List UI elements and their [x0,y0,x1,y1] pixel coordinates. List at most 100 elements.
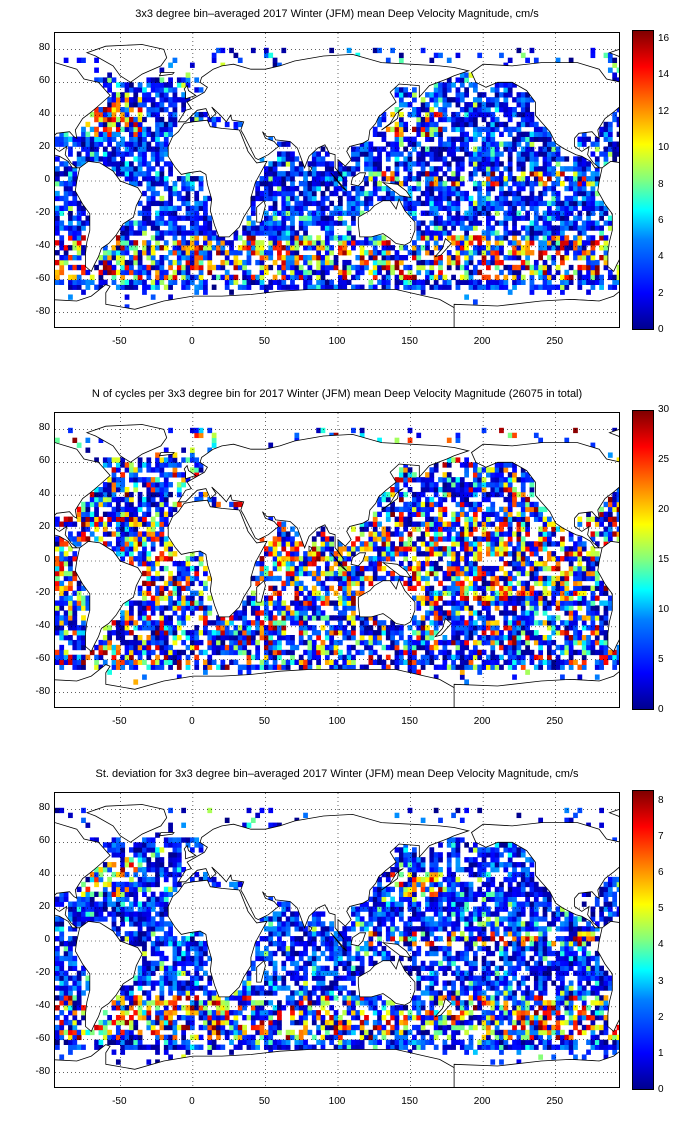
data-cell [133,511,139,517]
data-cell [194,625,200,631]
data-cell [242,644,247,651]
data-cell [163,644,169,651]
data-cell [294,269,300,276]
data-cell [189,185,195,192]
data-cell [281,605,287,611]
data-cell [324,600,330,606]
data-cell [311,654,317,661]
data-cell [529,284,535,290]
data-cell [98,279,104,285]
data-cell [359,531,365,537]
data-cell [472,166,478,172]
data-cell [507,200,513,207]
data-cell [324,166,330,172]
data-cell [303,600,308,606]
data-cell [490,121,496,128]
data-cell [168,649,173,656]
data-cell [398,546,404,552]
data-cell [603,136,609,142]
data-cell [290,259,295,266]
data-cell [203,220,208,226]
data-cell [255,580,261,587]
data-cell [263,220,269,226]
data-cell [142,531,147,537]
data-cell [102,126,108,133]
data-cell [446,472,452,478]
data-cell [368,176,374,182]
data-cell [446,457,452,463]
data-cell [250,630,256,636]
data-cell [237,259,243,266]
data-cell [316,245,321,251]
data-cell [538,190,544,197]
data-cell [551,255,557,261]
data-cell [203,230,208,236]
data-cell [168,225,173,231]
data-cell [159,171,165,177]
data-cell [59,556,65,562]
data-cell [555,205,561,211]
data-cell [163,141,169,147]
data-cell [394,136,400,142]
data-cell [176,255,182,261]
data-cell [590,245,596,251]
data-cell [368,166,374,172]
data-cell [472,215,478,221]
data-cell [603,255,609,261]
data-cell [451,225,456,231]
data-cell [586,225,591,231]
data-cell [111,630,117,636]
data-cell [63,659,69,665]
data-cell [142,639,147,646]
data-cell [520,200,526,207]
data-cell [290,245,295,251]
data-cell [102,521,108,527]
data-cell [390,644,395,651]
data-cell [577,210,583,216]
data-cell [351,546,356,552]
data-cell [216,625,221,631]
data-cell [359,210,365,216]
data-cell [516,190,522,197]
data-cell [442,205,448,211]
data-cell [181,457,187,463]
data-cell [211,437,217,443]
data-cell [407,176,413,182]
data-cell [94,487,99,493]
data-cell [342,570,348,577]
data-cell [211,639,217,646]
data-cell [102,531,108,537]
data-cell [68,151,73,157]
data-cell [455,570,461,577]
data-cell [115,487,121,493]
data-cell [472,181,478,187]
data-cell [329,556,335,562]
data-cell [451,516,456,522]
data-cell [377,556,382,562]
data-cell [63,620,69,626]
data-cell [129,116,134,123]
data-cell [281,200,287,207]
data-cell [189,639,195,646]
data-cell [133,536,139,542]
data-cell [381,146,387,152]
data-cell [577,215,583,221]
data-cell [499,205,504,211]
data-cell [311,551,317,557]
data-cell [185,659,191,665]
data-cell [472,126,478,133]
data-cell [359,146,365,152]
data-cell [368,565,374,572]
data-cell [277,279,282,285]
data-cell [142,215,147,221]
data-cell [94,116,99,123]
data-cell [612,72,618,78]
data-cell [98,496,104,503]
data-cell [525,250,530,256]
data-cell [351,220,356,226]
data-cell [338,600,343,606]
data-cell [142,590,147,596]
data-cell [120,240,126,246]
data-cell [85,516,91,522]
data-cell [407,166,413,172]
